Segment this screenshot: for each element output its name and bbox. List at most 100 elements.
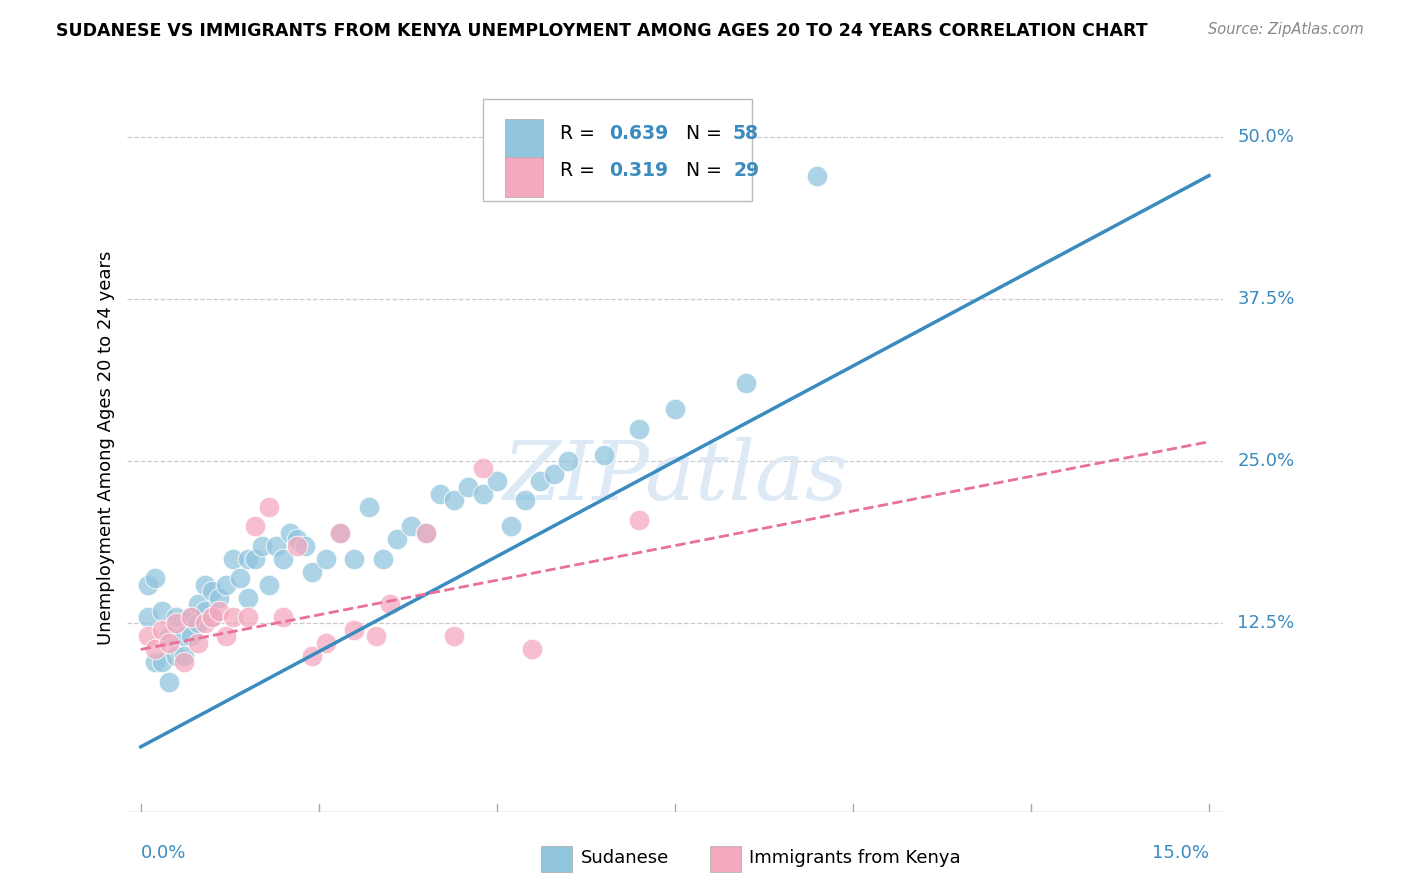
Point <box>357 500 380 514</box>
Point <box>522 642 544 657</box>
Point <box>378 597 401 611</box>
Text: 29: 29 <box>733 161 759 180</box>
Point <box>735 376 758 391</box>
Point <box>457 480 479 494</box>
Point <box>250 539 273 553</box>
Text: 15.0%: 15.0% <box>1152 844 1209 863</box>
Text: N =: N = <box>686 161 728 180</box>
Point <box>287 539 309 553</box>
Point <box>187 597 209 611</box>
Text: N =: N = <box>686 124 728 143</box>
Point <box>187 636 209 650</box>
Text: 0.0%: 0.0% <box>141 844 186 863</box>
Point <box>278 525 301 540</box>
FancyBboxPatch shape <box>484 99 752 201</box>
Text: 58: 58 <box>733 124 759 143</box>
Point <box>371 551 394 566</box>
Point <box>194 616 217 631</box>
Point <box>271 610 294 624</box>
Point <box>201 584 224 599</box>
Point <box>201 610 224 624</box>
Text: 12.5%: 12.5% <box>1237 615 1295 632</box>
Point <box>180 610 202 624</box>
Text: 37.5%: 37.5% <box>1237 290 1295 308</box>
Point <box>180 630 202 644</box>
Point <box>143 656 166 670</box>
Point <box>443 630 465 644</box>
Point <box>592 448 614 462</box>
Point <box>173 648 195 663</box>
Point <box>557 454 579 468</box>
Point <box>243 551 266 566</box>
Point <box>401 519 423 533</box>
Point <box>415 525 437 540</box>
Point <box>664 402 686 417</box>
Point <box>628 513 651 527</box>
Point <box>243 519 266 533</box>
Point <box>165 610 187 624</box>
Point <box>529 474 551 488</box>
Point <box>165 648 187 663</box>
Text: ZIPatlas: ZIPatlas <box>502 437 848 517</box>
Bar <box>505 157 543 196</box>
Point <box>271 551 294 566</box>
Text: Immigrants from Kenya: Immigrants from Kenya <box>749 849 962 867</box>
Text: 25.0%: 25.0% <box>1237 452 1295 470</box>
Text: 0.639: 0.639 <box>609 124 668 143</box>
Point <box>236 610 259 624</box>
Point <box>150 656 173 670</box>
Point <box>180 610 202 624</box>
Point <box>264 539 287 553</box>
Text: Source: ZipAtlas.com: Source: ZipAtlas.com <box>1208 22 1364 37</box>
Point <box>236 551 259 566</box>
Point <box>143 642 166 657</box>
Text: SUDANESE VS IMMIGRANTS FROM KENYA UNEMPLOYMENT AMONG AGES 20 TO 24 YEARS CORRELA: SUDANESE VS IMMIGRANTS FROM KENYA UNEMPL… <box>56 22 1147 40</box>
Point <box>215 577 238 591</box>
Text: 0.319: 0.319 <box>609 161 668 180</box>
Point <box>208 603 231 617</box>
Point <box>294 539 316 553</box>
Point <box>315 551 337 566</box>
Point <box>136 630 159 644</box>
Point <box>173 630 195 644</box>
Point <box>187 616 209 631</box>
Text: R =: R = <box>560 161 600 180</box>
Point <box>257 500 280 514</box>
Point <box>806 169 828 183</box>
Point <box>157 674 180 689</box>
Point <box>329 525 352 540</box>
Point <box>194 603 217 617</box>
Text: Sudanese: Sudanese <box>581 849 669 867</box>
Point <box>136 610 159 624</box>
Point <box>315 636 337 650</box>
Point <box>257 577 280 591</box>
Point <box>136 577 159 591</box>
Point <box>429 486 451 500</box>
Point <box>143 571 166 585</box>
Point <box>385 532 408 546</box>
Point <box>443 493 465 508</box>
Point <box>165 616 187 631</box>
Point <box>485 474 508 488</box>
Point <box>343 623 366 637</box>
Point <box>208 591 231 605</box>
Point <box>157 630 180 644</box>
Point <box>157 636 180 650</box>
Point <box>215 630 238 644</box>
Point <box>150 623 173 637</box>
Point <box>229 571 252 585</box>
Point <box>201 610 224 624</box>
Bar <box>505 119 543 159</box>
Point <box>301 648 323 663</box>
Point <box>194 577 217 591</box>
Point <box>301 565 323 579</box>
Point <box>222 610 245 624</box>
Point <box>501 519 523 533</box>
Point <box>236 591 259 605</box>
Point <box>150 603 173 617</box>
Point <box>287 532 309 546</box>
Y-axis label: Unemployment Among Ages 20 to 24 years: Unemployment Among Ages 20 to 24 years <box>97 251 115 646</box>
Text: R =: R = <box>560 124 600 143</box>
Point <box>329 525 352 540</box>
Text: 50.0%: 50.0% <box>1237 128 1295 145</box>
